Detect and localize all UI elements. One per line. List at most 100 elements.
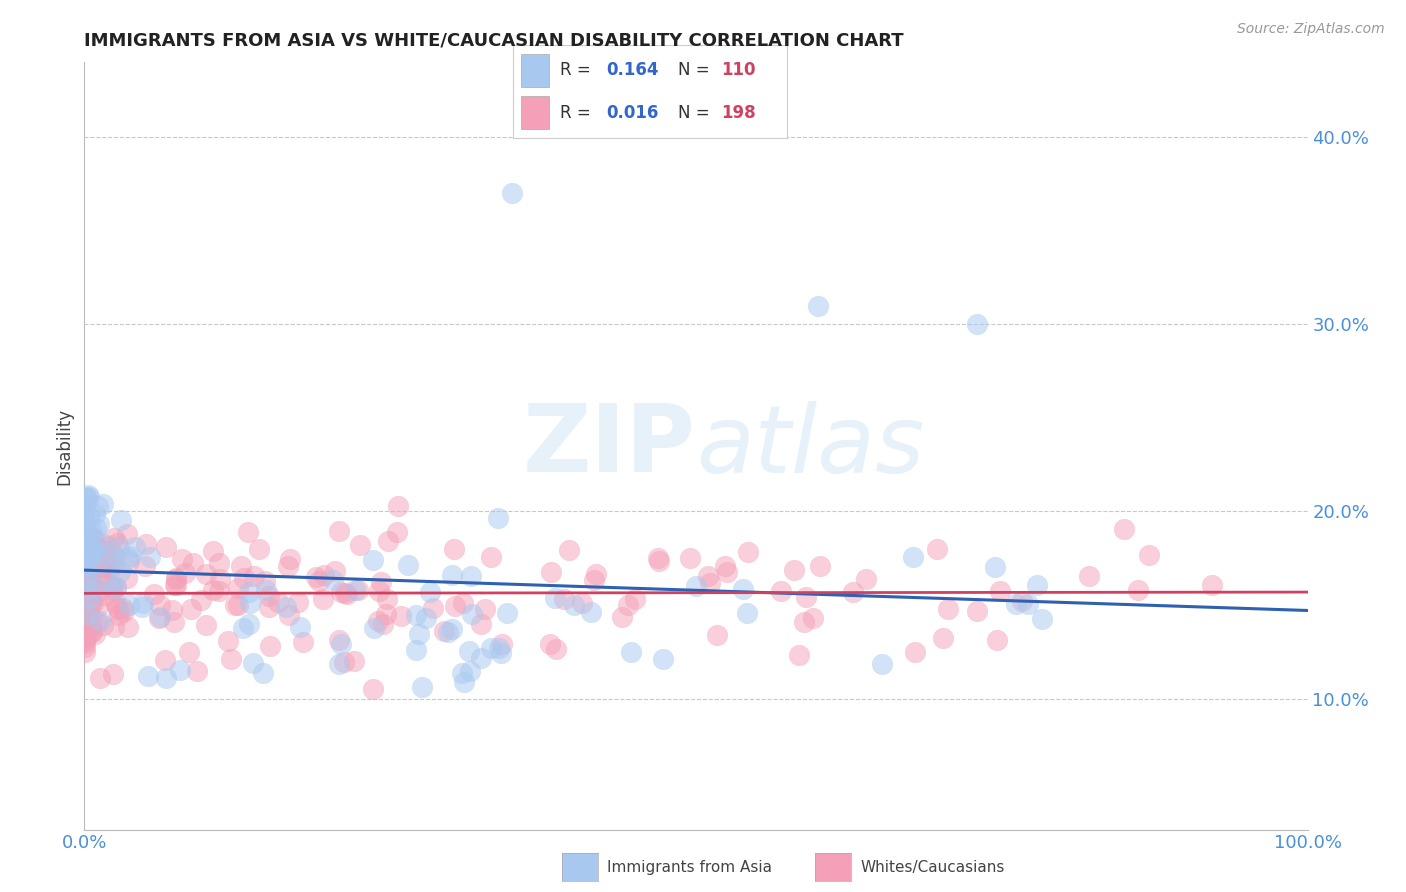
Point	[305, 569, 328, 583]
Point	[278, 551, 301, 566]
Point	[1005, 597, 1028, 611]
Point	[236, 524, 259, 539]
Point	[387, 499, 409, 513]
Point	[226, 581, 249, 595]
Point	[679, 550, 702, 565]
Point	[361, 682, 384, 697]
Point	[232, 621, 254, 635]
Point	[76, 523, 98, 537]
Point	[329, 637, 352, 651]
Point	[361, 552, 384, 566]
Point	[101, 557, 124, 571]
Point	[155, 540, 177, 554]
Point	[162, 615, 184, 630]
Point	[83, 627, 105, 641]
Point	[73, 632, 96, 647]
Point	[73, 606, 96, 620]
Point	[77, 612, 100, 626]
Point	[328, 632, 350, 647]
Point	[80, 546, 103, 560]
Point	[112, 601, 135, 615]
Point	[75, 518, 97, 533]
Point	[97, 562, 120, 576]
Point	[80, 591, 103, 605]
Point	[252, 665, 274, 680]
Text: R =: R =	[560, 104, 596, 122]
Point	[149, 598, 172, 612]
Text: N =: N =	[678, 104, 714, 122]
Point	[149, 610, 172, 624]
Point	[617, 598, 640, 612]
Point	[90, 535, 112, 549]
Point	[142, 587, 165, 601]
Point	[91, 567, 114, 582]
Point	[389, 608, 412, 623]
Point	[160, 602, 183, 616]
Point	[77, 574, 100, 589]
Point	[100, 579, 122, 593]
Point	[538, 637, 561, 651]
Point	[735, 606, 758, 620]
Point	[344, 582, 367, 597]
Point	[103, 531, 125, 545]
Point	[966, 604, 988, 618]
Point	[346, 582, 368, 597]
Point	[75, 587, 97, 601]
Point	[333, 585, 356, 599]
Point	[787, 648, 810, 663]
Point	[80, 577, 103, 591]
Point	[208, 572, 231, 586]
Point	[83, 538, 105, 552]
Point	[451, 596, 474, 610]
Point	[75, 554, 97, 568]
Point	[808, 559, 831, 574]
Point	[79, 569, 101, 583]
Point	[986, 632, 1008, 647]
Point	[470, 651, 492, 665]
Point	[73, 552, 96, 566]
Point	[374, 607, 396, 621]
Point	[1137, 549, 1160, 563]
Point	[558, 542, 581, 557]
Point	[104, 549, 127, 564]
Point	[117, 527, 139, 541]
Point	[224, 598, 246, 612]
Point	[405, 643, 427, 657]
Point	[370, 575, 392, 590]
Point	[86, 585, 108, 599]
Point	[80, 624, 103, 639]
Text: Immigrants from Asia: Immigrants from Asia	[607, 860, 772, 874]
Point	[502, 186, 524, 201]
Point	[208, 556, 231, 570]
Point	[77, 568, 100, 582]
Point	[87, 558, 110, 573]
Point	[73, 532, 96, 546]
Text: ZIP: ZIP	[523, 400, 696, 492]
FancyBboxPatch shape	[522, 96, 548, 129]
Point	[229, 558, 252, 573]
Point	[96, 551, 118, 566]
Point	[328, 524, 350, 538]
Point	[83, 565, 105, 579]
Point	[76, 488, 98, 502]
Point	[377, 534, 399, 549]
Point	[794, 590, 817, 604]
Point	[93, 559, 115, 574]
Point	[75, 491, 97, 506]
Point	[82, 619, 104, 633]
Point	[450, 666, 472, 681]
Point	[173, 566, 195, 580]
Point	[219, 652, 242, 666]
Point	[411, 680, 433, 694]
Point	[458, 643, 481, 657]
Point	[419, 585, 441, 599]
Point	[842, 585, 865, 599]
Point	[84, 545, 107, 559]
Point	[84, 539, 107, 553]
Point	[73, 636, 96, 650]
Point	[91, 618, 114, 632]
Point	[489, 646, 512, 660]
Point	[73, 505, 96, 519]
Point	[73, 560, 96, 574]
Point	[105, 581, 128, 595]
